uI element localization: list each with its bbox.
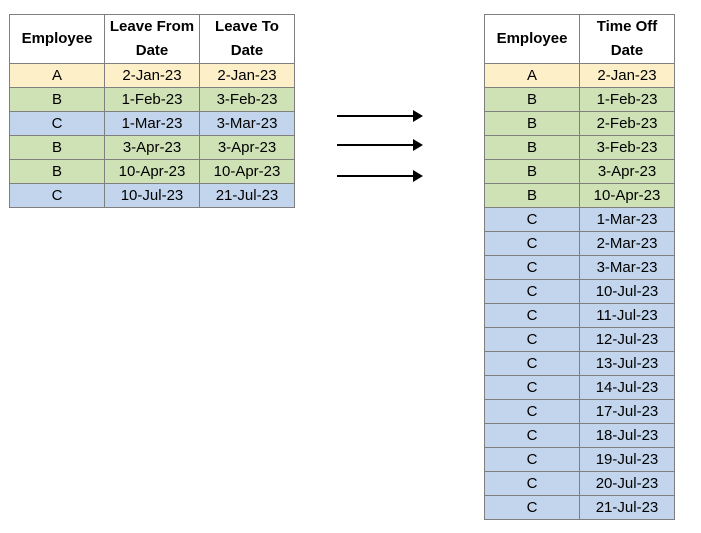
cell-date: 3-Apr-23 [579,159,675,184]
header-employee: Employee [9,14,105,64]
cell-from: 1-Feb-23 [104,87,200,112]
time-off-dates-table: Employee Time Off Date A 2-Jan-23 B 1-Feb-2… [484,14,675,520]
table-row: C 3-Mar-23 [484,255,675,280]
cell-employee: B [484,87,580,112]
cell-employee: A [484,63,580,88]
header-row: Employee Leave From Date Leave To Date [9,14,295,64]
leave-ranges-body: A 2-Jan-23 2-Jan-23 B 1-Feb-23 3-Feb-23 C 1-Mar… [9,63,295,208]
cell-employee: B [9,87,105,112]
table-row: C 14-Jul-23 [484,375,675,400]
table-row: C 10-Jul-23 21-Jul-23 [9,183,295,208]
cell-to: 10-Apr-23 [199,159,295,184]
table-row: B 10-Apr-23 [484,183,675,208]
time-off-dates-body: A 2-Jan-23 B 1-Feb-23 B 2-Feb-23 B 3-Feb-23 B 3-A… [484,63,675,520]
cell-date: 10-Jul-23 [579,279,675,304]
leave-ranges-table: Employee Leave From Date Leave To Date A… [9,14,295,208]
cell-to: 3-Feb-23 [199,87,295,112]
cell-date: 19-Jul-23 [579,447,675,472]
cell-employee: C [9,111,105,136]
cell-employee: C [484,399,580,424]
cell-date: 17-Jul-23 [579,399,675,424]
cell-from: 10-Jul-23 [104,183,200,208]
cell-date: 3-Mar-23 [579,255,675,280]
cell-date: 2-Jan-23 [579,63,675,88]
table-row: C 18-Jul-23 [484,423,675,448]
cell-employee: C [484,303,580,328]
cell-date: 3-Feb-23 [579,135,675,160]
table-row: C 13-Jul-23 [484,351,675,376]
table-row: B 2-Feb-23 [484,111,675,136]
cell-employee: B [484,159,580,184]
cell-employee: C [484,375,580,400]
cell-date: 14-Jul-23 [579,375,675,400]
cell-date: 1-Feb-23 [579,87,675,112]
cell-date: 2-Mar-23 [579,231,675,256]
table-row: C 19-Jul-23 [484,447,675,472]
cell-date: 10-Apr-23 [579,183,675,208]
cell-to: 2-Jan-23 [199,63,295,88]
cell-employee: C [484,351,580,376]
cell-employee: A [9,63,105,88]
cell-employee: C [484,255,580,280]
cell-employee: B [9,135,105,160]
cell-date: 2-Feb-23 [579,111,675,136]
right-arrow-icon [337,139,423,151]
cell-employee: C [484,495,580,520]
cell-employee: C [484,231,580,256]
header-time-off-date: Time Off Date [579,14,675,64]
cell-date: 1-Mar-23 [579,207,675,232]
table-row: A 2-Jan-23 [484,63,675,88]
table-row: C 12-Jul-23 [484,327,675,352]
table-row: C 21-Jul-23 [484,495,675,520]
cell-employee: C [484,447,580,472]
right-arrow-icon [337,170,423,182]
table-row: C 17-Jul-23 [484,399,675,424]
table-row: C 20-Jul-23 [484,471,675,496]
table-row: A 2-Jan-23 2-Jan-23 [9,63,295,88]
cell-employee: C [484,471,580,496]
table-row: B 1-Feb-23 [484,87,675,112]
cell-to: 3-Mar-23 [199,111,295,136]
cell-date: 12-Jul-23 [579,327,675,352]
cell-from: 10-Apr-23 [104,159,200,184]
cell-employee: B [484,111,580,136]
table-row: C 1-Mar-23 [484,207,675,232]
header-row: Employee Time Off Date [484,14,675,64]
cell-employee: C [484,207,580,232]
cell-date: 11-Jul-23 [579,303,675,328]
cell-from: 1-Mar-23 [104,111,200,136]
header-leave-from-date: Leave From Date [104,14,200,64]
table-row: B 1-Feb-23 3-Feb-23 [9,87,295,112]
cell-from: 3-Apr-23 [104,135,200,160]
cell-employee: B [9,159,105,184]
cell-to: 3-Apr-23 [199,135,295,160]
cell-from: 2-Jan-23 [104,63,200,88]
header-leave-to-date: Leave To Date [199,14,295,64]
cell-employee: C [484,423,580,448]
table-row: B 10-Apr-23 10-Apr-23 [9,159,295,184]
right-arrow-icon [337,110,423,122]
cell-date: 21-Jul-23 [579,495,675,520]
cell-date: 13-Jul-23 [579,351,675,376]
cell-employee: C [484,327,580,352]
cell-employee: C [484,279,580,304]
cell-employee: B [484,183,580,208]
cell-employee: B [484,135,580,160]
header-employee: Employee [484,14,580,64]
table-row: B 3-Apr-23 [484,159,675,184]
cell-to: 21-Jul-23 [199,183,295,208]
table-row: C 2-Mar-23 [484,231,675,256]
cell-date: 20-Jul-23 [579,471,675,496]
table-row: B 3-Feb-23 [484,135,675,160]
table-row: C 1-Mar-23 3-Mar-23 [9,111,295,136]
table-row: C 10-Jul-23 [484,279,675,304]
cell-date: 18-Jul-23 [579,423,675,448]
table-row: C 11-Jul-23 [484,303,675,328]
table-row: B 3-Apr-23 3-Apr-23 [9,135,295,160]
cell-employee: C [9,183,105,208]
